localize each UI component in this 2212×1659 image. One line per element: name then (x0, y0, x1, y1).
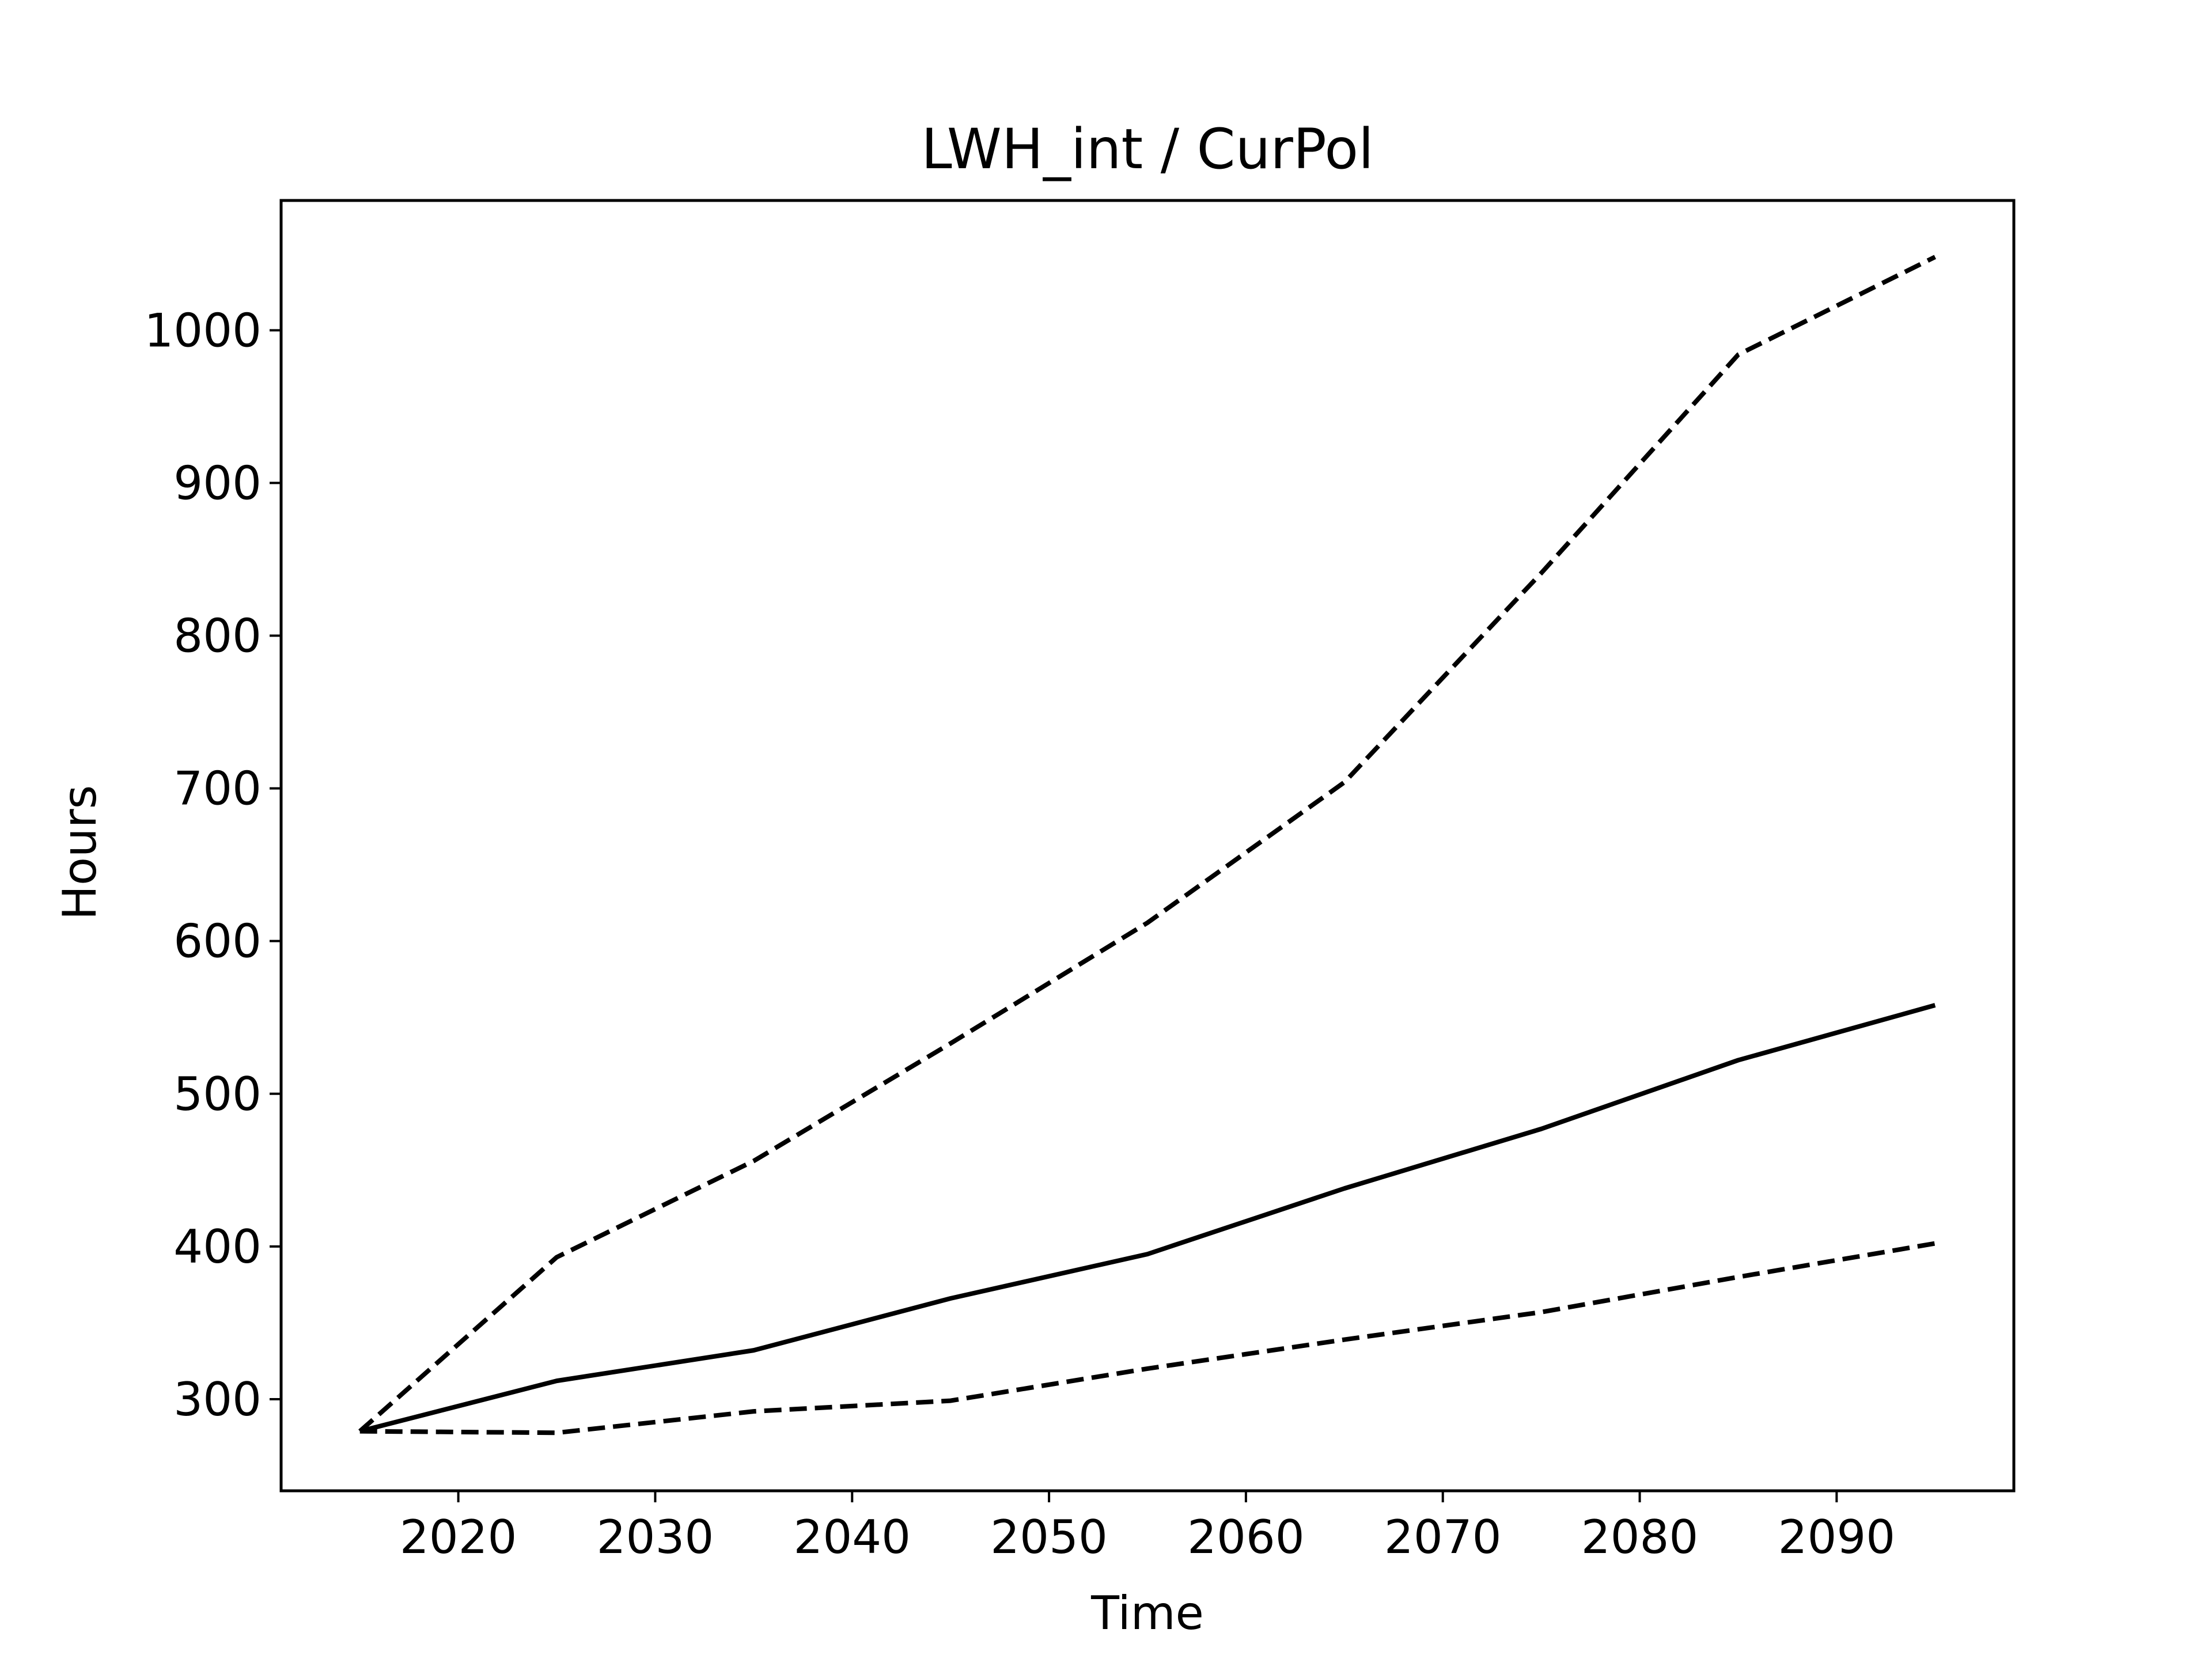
y-tick-label: 800 (173, 609, 262, 663)
series-line-lower-dashed (359, 1241, 1936, 1435)
y-axis-label: Hours (53, 785, 107, 920)
x-tick-label: 2080 (1581, 1510, 1699, 1564)
x-tick-label: 2040 (793, 1510, 911, 1564)
y-tick-label: 700 (173, 762, 262, 816)
y-tick-label: 600 (173, 915, 262, 968)
x-axis-label: Time (1090, 1586, 1204, 1640)
plot-area-frame (279, 199, 2016, 1493)
series-line-central-solid (359, 1003, 1936, 1434)
x-tick-label: 2060 (1187, 1510, 1305, 1564)
series-line-upper-dashed (358, 255, 1937, 1433)
y-tick-label: 300 (173, 1373, 262, 1426)
x-axis: 2020 2030 2040 2050 2060 2070 2080 2090 (400, 1491, 1895, 1564)
x-tick-label: 2090 (1778, 1510, 1896, 1564)
x-tick-label: 2030 (597, 1510, 714, 1564)
y-axis: 300 400 500 600 700 800 900 1000 (144, 304, 281, 1426)
y-tick-label: 400 (173, 1220, 262, 1274)
chart-title: LWH_int / CurPol (921, 117, 1374, 181)
series-layer (358, 255, 1937, 1435)
x-tick-label: 2020 (400, 1510, 517, 1564)
y-tick-label: 900 (173, 456, 262, 510)
x-tick-label: 2050 (990, 1510, 1108, 1564)
y-tick-label: 500 (173, 1067, 262, 1121)
x-tick-label: 2070 (1384, 1510, 1502, 1564)
y-tick-label: 1000 (144, 304, 262, 357)
